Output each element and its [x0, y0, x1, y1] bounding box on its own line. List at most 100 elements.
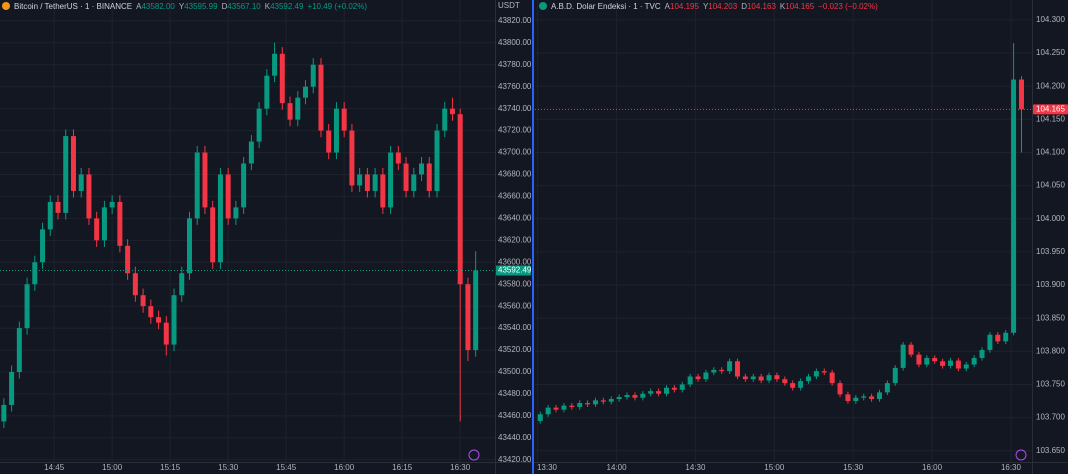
candle-body — [1018, 79, 1024, 110]
x-tick-label: 15:00 — [764, 463, 785, 472]
candle-body — [853, 397, 859, 402]
candle-body — [125, 245, 131, 274]
candle-body — [679, 384, 685, 390]
candle-body — [349, 130, 355, 186]
candle-body — [86, 174, 92, 219]
y-tick-label: 43760.00 — [498, 82, 532, 91]
candle-body — [32, 262, 38, 285]
plot — [0, 0, 495, 462]
change-value: +10.49 (+0.02%) — [307, 1, 368, 11]
x-tick-label: 14:45 — [44, 463, 65, 472]
candle-body — [577, 403, 583, 407]
ohlc-label: Y — [178, 1, 185, 11]
symbol-name: Bitcoin / TetherUS · 1 · BINANCE — [14, 1, 133, 11]
y-tick-label: 43680.00 — [498, 170, 532, 179]
y-tick-label: 43540.00 — [498, 323, 532, 332]
candle-body — [287, 103, 293, 120]
symbol-icon — [2, 2, 10, 10]
x-tick-label: 15:45 — [276, 463, 297, 472]
x-tick-label: 16:30 — [450, 463, 471, 472]
y-tick-label: 104.250 — [1036, 48, 1065, 57]
ohlc-value: 104.165 — [785, 1, 815, 11]
candle-body — [40, 229, 46, 263]
candle-body — [545, 407, 551, 415]
candle-body — [766, 375, 772, 381]
candle-body — [202, 152, 208, 208]
candle-body — [774, 375, 780, 380]
candle-body — [869, 396, 875, 400]
plot — [535, 0, 1032, 462]
y-tick-label: 43820.00 — [498, 16, 532, 25]
y-tick-label: 43720.00 — [498, 126, 532, 135]
candle-body — [395, 152, 401, 164]
candle-body — [372, 174, 378, 191]
candle-body — [279, 53, 285, 104]
candle-body — [1011, 79, 1017, 333]
candle-body — [78, 174, 84, 191]
x-tick-label: 15:30 — [843, 463, 864, 472]
candle-body — [884, 383, 890, 393]
candle-body — [608, 399, 614, 402]
candle-body — [955, 360, 961, 369]
candle-body — [979, 349, 985, 358]
symbol-icon — [539, 2, 547, 10]
y-tick-label: 43580.00 — [498, 279, 532, 288]
ohlc-label: D — [741, 1, 747, 11]
replay-icon — [468, 449, 480, 461]
candle-body — [186, 218, 192, 274]
candle-body — [117, 201, 123, 246]
y-tick-label: 43800.00 — [498, 38, 532, 47]
candle-body — [837, 383, 843, 395]
y-tick-label: 43640.00 — [498, 213, 532, 222]
ohlc-label: K — [779, 1, 786, 11]
x-tick-label: 14:30 — [685, 463, 706, 472]
candle-body — [829, 372, 835, 384]
legend-header: A.B.D. Dolar Endeksi · 1 · TVC A 104.195 Y 1… — [539, 0, 878, 12]
candle-body — [742, 376, 748, 380]
candle-body — [140, 295, 146, 307]
legend-header: Bitcoin / TetherUS · 1 · BINANCE A 43582.0… — [2, 0, 367, 12]
candle-body — [695, 376, 701, 380]
ohlc-value: 104.203 — [708, 1, 738, 11]
y-tick-label: 43740.00 — [498, 104, 532, 113]
candle-body — [876, 392, 882, 400]
x-tick-label: 13:30 — [537, 463, 558, 472]
candle-body — [940, 361, 946, 366]
x-tick-label: 15:00 — [102, 463, 123, 472]
candle-body — [624, 395, 630, 398]
y-tick-label: 103.650 — [1036, 446, 1065, 455]
candle-body — [101, 207, 107, 241]
candle-body — [94, 218, 100, 241]
candle-body — [600, 400, 606, 402]
pane: 103.650 103.700 103.750 103.800 103.850 103.9… — [535, 0, 1068, 472]
y-tick-label: 43660.00 — [498, 192, 532, 201]
candle-body — [248, 141, 254, 164]
candle-body — [727, 361, 733, 372]
y-tick-label: 103.800 — [1036, 346, 1065, 355]
candle-body — [1003, 332, 1009, 342]
candle-body — [845, 394, 851, 402]
candle-body — [318, 64, 324, 131]
candle-body — [916, 354, 922, 365]
candle-body — [449, 108, 455, 115]
candle-body — [210, 207, 216, 263]
y-tick-label: 104.100 — [1036, 148, 1065, 157]
candle-body — [47, 201, 53, 230]
candle-body — [821, 371, 827, 373]
pane: 43420.00 43440.00 43460.00 43480.00 43500.00… — [0, 0, 532, 472]
y-tick-label: 43440.00 — [498, 433, 532, 442]
candle-body — [194, 152, 200, 219]
y-tick-label: 43500.00 — [498, 367, 532, 376]
y-tick-label: 104.050 — [1036, 181, 1065, 190]
candle-body — [442, 108, 448, 131]
candle-body — [782, 379, 788, 384]
y-tick-label: 43420.00 — [498, 455, 532, 464]
candle-body — [156, 317, 162, 323]
x-tick-label: 16:00 — [922, 463, 943, 472]
candle-body — [585, 403, 591, 405]
candle-body — [790, 383, 796, 388]
candle-body — [687, 376, 693, 385]
y-tick-label: 103.700 — [1036, 413, 1065, 422]
candle-body — [148, 306, 154, 318]
candle-body — [179, 273, 185, 296]
